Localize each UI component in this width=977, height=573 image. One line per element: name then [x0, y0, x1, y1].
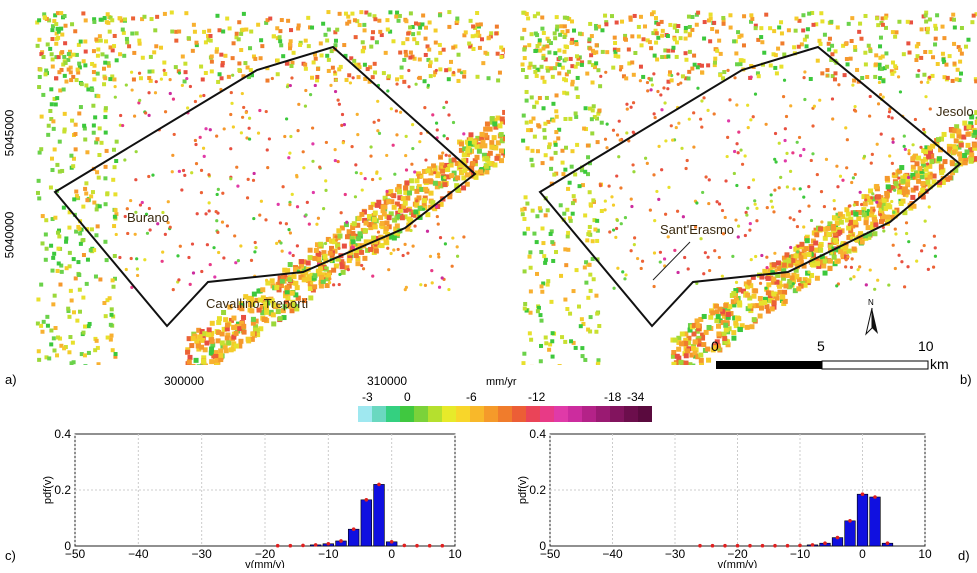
histogram-d-point: [886, 541, 890, 545]
north-label: N: [868, 298, 874, 307]
panel-letter-c: c): [5, 548, 16, 563]
panel-letter-b: b): [960, 372, 972, 387]
histogram-c-point: [289, 544, 293, 548]
histogram-c-xtick-label: −10: [318, 547, 339, 561]
sant-erasmo-leader-line: [653, 242, 690, 280]
colorbar-label-minus12: -12: [528, 390, 545, 404]
colorbar-unit: mm/yr: [486, 376, 517, 388]
histogram-d-ytick-label: 0: [539, 539, 546, 553]
histogram-c-point: [441, 544, 445, 548]
histogram-d-xtick-label: 10: [918, 547, 932, 561]
histogram-c-point: [428, 544, 432, 548]
histogram-d-ylabel: pdf(v): [517, 476, 529, 504]
histogram-d-point: [711, 544, 715, 548]
scale-tick-10: 10: [918, 338, 934, 354]
histogram-c-point: [390, 540, 394, 544]
colorbar-label-minus6: -6: [466, 390, 477, 404]
histogram-c-ytick-label: 0.2: [54, 483, 71, 497]
histogram-c-point: [276, 544, 280, 548]
histogram-c-point: [403, 544, 407, 548]
histogram-c-ytick-label: 0.4: [54, 427, 71, 441]
histogram-d-ytick-label: 0.4: [529, 427, 546, 441]
histogram-d-point: [836, 536, 840, 540]
histogram-d-xtick-label: −10: [790, 547, 811, 561]
histogram-c-bar: [374, 484, 385, 546]
histogram-d-xtick-label: 0: [859, 547, 866, 561]
histogram-c-ylabel: pdf(v): [42, 476, 54, 504]
histogram-d-bar: [857, 494, 868, 546]
histogram-c-point: [301, 544, 305, 548]
histogram-c-bar: [361, 500, 372, 546]
histogram-d-point: [873, 495, 877, 499]
map-panel-a: [35, 10, 505, 365]
histogram-d-point: [823, 541, 827, 545]
map-a-svg: [35, 10, 505, 365]
map-b-svg: [520, 10, 977, 365]
histogram-c-point: [339, 539, 343, 543]
scale-tick-5: 5: [817, 338, 825, 354]
histogram-d-xlabel: v(mm/y): [718, 559, 758, 568]
place-label-burano: Burano: [127, 210, 169, 225]
scale-unit: km: [930, 356, 949, 372]
histogram-c-xtick-label: 0: [388, 547, 395, 561]
histogram-d-point: [748, 544, 752, 548]
histogram-c-point: [377, 483, 381, 487]
histogram-c-ytick-label: 0: [64, 539, 71, 553]
histogram-d-point: [786, 544, 790, 548]
histogram-c-point: [365, 498, 369, 502]
colorbar-swatch: [484, 406, 499, 422]
place-label-jesolo: Jesolo: [936, 104, 974, 119]
histogram-c-point: [352, 527, 356, 531]
scale-bar-white: [822, 361, 928, 369]
map-ytick-5045000: 5045000: [2, 110, 16, 157]
histogram-c-point: [327, 542, 331, 546]
histogram-d-bar: [870, 497, 881, 546]
panel-letter-a: a): [5, 372, 17, 387]
colorbar-label-minus3: -3: [362, 390, 373, 404]
histogram-c-xtick-label: −40: [128, 547, 149, 561]
histogram-c-bar: [348, 529, 359, 546]
histogram-d-point: [773, 544, 777, 548]
histogram-c-xtick-label: −30: [191, 547, 212, 561]
histogram-d-point: [761, 544, 765, 548]
scale-tick-0: 0: [711, 338, 719, 354]
histogram-d-point: [723, 544, 727, 548]
place-label-sant-erasmo: Sant'Erasmo: [660, 222, 734, 237]
histogram-c-xtick-label: 10: [448, 547, 462, 561]
colorbar-label-minus34: -34: [627, 390, 644, 404]
map-ytick-5040000: 5040000: [2, 212, 16, 259]
colorbar-label-0: 0: [404, 390, 411, 404]
histogram-c-point: [415, 544, 419, 548]
histogram-d-point: [698, 544, 702, 548]
colorbar-swatch: [470, 406, 485, 422]
map-xtick-310000: 310000: [367, 374, 407, 388]
histogram-d-point: [811, 543, 815, 547]
histogram-d-bar: [845, 521, 856, 546]
histogram-c-point: [314, 543, 318, 547]
histogram-d-point: [861, 492, 865, 496]
histogram-d-ytick-label: 0.2: [529, 483, 546, 497]
map-xtick-300000: 300000: [164, 374, 204, 388]
colorbar-label-minus18: -18: [604, 390, 621, 404]
map-panel-b: [520, 10, 977, 365]
panel-letter-d: d): [958, 548, 970, 563]
histogram-d-xtick-label: −30: [665, 547, 686, 561]
histogram-d-point: [848, 519, 852, 523]
histogram-c-xlabel: v(mm/y): [245, 559, 285, 568]
scale-bar-black: [716, 361, 822, 369]
histogram-d-xtick-label: −40: [602, 547, 623, 561]
place-label-cavallino: Cavallino-Treporti: [206, 296, 308, 311]
